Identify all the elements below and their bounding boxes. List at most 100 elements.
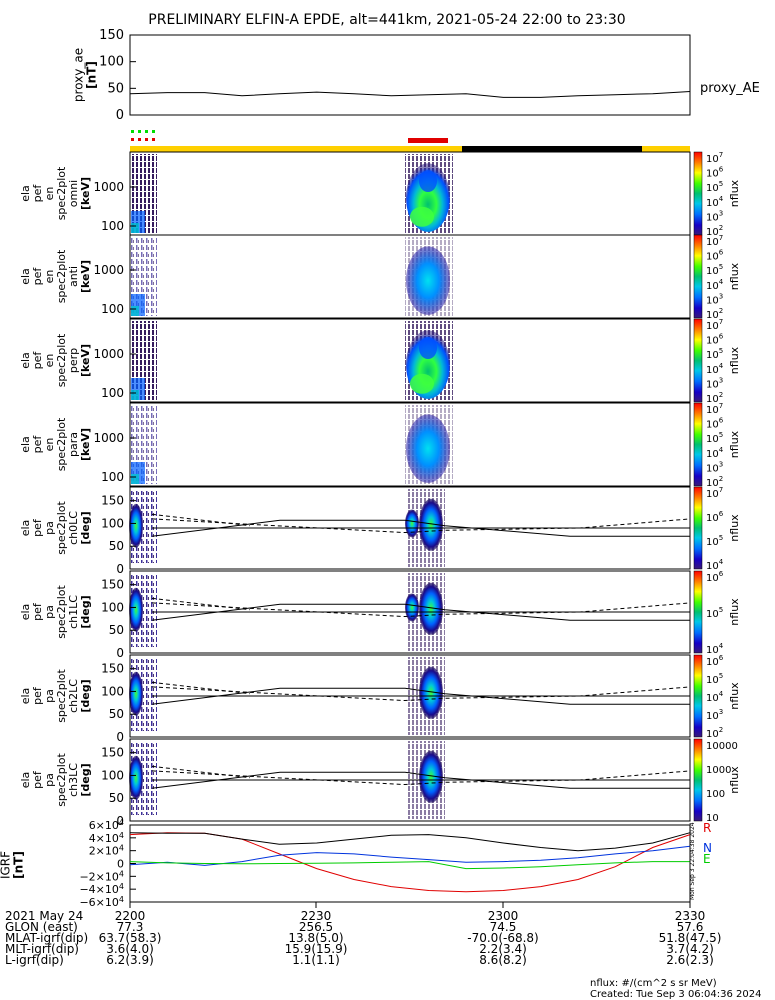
time-axis-value: 2300 xyxy=(488,909,519,923)
colorbar-tick-label: 105 xyxy=(706,180,723,194)
chart-title: PRELIMINARY ELFIN-A EPDE, alt=441km, 202… xyxy=(148,12,625,28)
pa-ylabel-line: pa xyxy=(43,689,56,703)
spectrogram-ylabel-line: pef xyxy=(31,267,44,286)
pa-ylabel-line: spec2plot xyxy=(55,585,68,639)
time-axis-value: -70.0(-68.8) xyxy=(467,931,538,945)
colorbar-tick-label: 104 xyxy=(706,642,724,656)
time-axis-value: 74.5 xyxy=(490,920,517,934)
spectrogram-ylabel: ela pef en spec2plot perp [keV] xyxy=(19,333,92,387)
igrf-tick-label: −4×104 xyxy=(79,882,124,896)
pa-left-blob xyxy=(129,587,143,632)
pa-ylabel-line: [deg] xyxy=(79,679,92,712)
footer-units: nflux: #/(cm^2 s sr MeV) xyxy=(590,978,717,989)
pa-tick-label: 100 xyxy=(101,600,124,614)
orbit-bar xyxy=(130,146,690,152)
igrf-tick-label: 4×104 xyxy=(89,831,124,845)
colorbar-tick-label: 10000 xyxy=(706,741,738,752)
pa-tick-label: 100 xyxy=(101,768,124,782)
colorbar-tick-label: 102 xyxy=(706,475,723,489)
spectrogram-center-core xyxy=(419,337,437,360)
science-zone-bar xyxy=(408,138,448,143)
pa-ylabel: ela pef pa spec2plot ch3LC [deg] xyxy=(19,753,92,807)
proxy-ae-yticks: 150 100 50 0 xyxy=(99,28,136,123)
colorbar-tick-label: 105 xyxy=(706,534,723,548)
spectrogram-ylabel: ela pef en spec2plot omni [keV] xyxy=(19,166,92,220)
colorbar-tick-label: 106 xyxy=(706,333,724,347)
loss-cone-line xyxy=(151,603,690,621)
colorbar-tick-label: 10 xyxy=(706,813,719,824)
colorbar-tick-label: 106 xyxy=(706,249,724,263)
igrf-legend-e: E xyxy=(703,852,711,866)
colorbar-tick-label: 104 xyxy=(706,362,724,376)
spectrogram-left-core2 xyxy=(131,390,139,400)
anti-loss-cone-line-2 xyxy=(151,681,251,695)
time-axis-table: 2021 May 24 2200 2230 2300 2330 GLON (east) 77… xyxy=(5,902,721,967)
pa-left-blob xyxy=(129,755,143,800)
time-axis-value: 77.3 xyxy=(117,920,144,934)
igrf-legend-r: R xyxy=(703,821,711,835)
time-axis-value: 3.6(4.0) xyxy=(106,942,154,956)
pa-ylabel: ela pef pa spec2plot ch0LC [deg] xyxy=(19,501,92,555)
ae-ylabel-text-line: [nT] xyxy=(85,61,99,89)
spectrogram-ylabel-line: en xyxy=(43,187,56,201)
pa-center-blob-small xyxy=(405,593,419,622)
spectrogram-center-blob xyxy=(406,414,450,483)
pitch-angle-panel: 150 100 50 0 ela pef pa spec2plot ch3LC [deg] 1000… xyxy=(19,738,741,828)
ae-tick-label: 150 xyxy=(99,28,124,43)
colorbar-label: nflux xyxy=(728,179,741,207)
spectrogram-ylabel-line: en xyxy=(43,438,56,452)
time-axis-value: 2230 xyxy=(301,909,332,923)
pa-ylabel-line: ch0LC xyxy=(67,511,80,545)
spectrogram-low-energy-core xyxy=(410,206,434,227)
spectrogram-frame xyxy=(129,318,691,403)
time-axis-row-label: 2021 May 24 xyxy=(5,909,83,923)
spectrogram-ylabel-line: perp xyxy=(67,348,80,373)
pa-tick-label: 100 xyxy=(101,516,124,530)
colorbar-tick-label: 102 xyxy=(706,307,723,321)
colorbar-label: nflux xyxy=(728,430,741,458)
igrf-tick-label: 6×104 xyxy=(89,818,124,832)
pa-left-blob xyxy=(129,671,143,716)
ae-ylabel-text-line: proxy_ae xyxy=(72,48,86,102)
pa-ylabel-line: ela xyxy=(19,604,32,621)
colorbar-tick-label: 106 xyxy=(706,654,724,668)
igrf-side-text: Mon Sep 3 22:04:38 2024 xyxy=(689,822,696,900)
colorbar-strip xyxy=(693,654,703,738)
colorbar-tick-label: 105 xyxy=(706,672,723,686)
proxy-ae-ylabel: proxy_ae [nT] xyxy=(72,48,99,102)
colorbar-tick-label: 100 xyxy=(706,789,725,800)
colorbar-tick-label: 103 xyxy=(706,209,723,223)
pa-ylabel-line: [deg] xyxy=(79,595,92,628)
pa-ylabel-line: ch3LC xyxy=(67,763,80,797)
pa-frame xyxy=(129,486,691,570)
spectrogram-ylabel-line: en xyxy=(43,270,56,284)
proxy-ae-legend: proxy_AE xyxy=(700,81,760,96)
spectrogram-frame xyxy=(129,234,691,319)
pa-ylabel-line: ch1LC xyxy=(67,595,80,629)
colorbar-tick-label: 104 xyxy=(706,446,724,460)
pa-ylabel-line: pa xyxy=(43,773,56,787)
loss-cone-line xyxy=(151,687,690,705)
colorbar-strip xyxy=(693,234,703,319)
pa-frame xyxy=(129,570,691,654)
anti-loss-cone-line-2 xyxy=(151,597,251,611)
spectrogram-ylabel-line: spec2plot xyxy=(55,417,68,471)
time-axis-row-label: L-igrf(dip) xyxy=(5,953,64,967)
pa-ylabel-line: pa xyxy=(43,521,56,535)
pa-center-blob xyxy=(419,582,443,635)
pa-tick-label: 0 xyxy=(116,646,124,660)
spectrogram-tick-label: 1000 xyxy=(93,263,124,277)
pa-ylabel-line: ela xyxy=(19,688,32,705)
spectrogram-ylabel-line: [keV] xyxy=(79,177,92,210)
science-dots xyxy=(131,130,155,141)
pa-tick-label: 50 xyxy=(109,707,124,721)
igrf-series-total xyxy=(129,832,691,852)
pa-ylabel-line: spec2plot xyxy=(55,753,68,807)
